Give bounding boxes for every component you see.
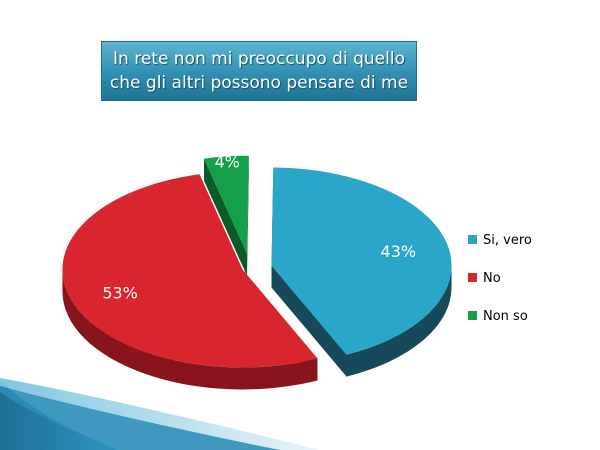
pie-slice-no [62, 174, 318, 368]
legend-item: Non so [468, 309, 528, 324]
slice-value-label: 53% [102, 284, 138, 303]
pie-slice-si-vero [271, 167, 452, 355]
pie-slice-non-so [203, 155, 249, 254]
slice-value-label: 4% [215, 152, 240, 171]
legend: Si, vero No Non so [468, 233, 532, 324]
legend-item: No [468, 271, 501, 286]
pie-slice-side [203, 155, 249, 276]
chart-title-line-1: In rete non mi preoccupo di quello [113, 49, 405, 69]
chart-title: In rete non mi preoccupo di quello che g… [101, 41, 417, 101]
legend-swatch [468, 273, 477, 282]
slice-value-label: 43% [381, 242, 417, 261]
legend-label: No [483, 271, 501, 286]
chart-title-line-2: che gli altri possono pensare di me [109, 73, 409, 93]
legend-swatch [468, 235, 477, 244]
legend-label: Si, vero [483, 233, 532, 248]
decorative-swoosh [0, 378, 320, 450]
legend-label: Non so [483, 309, 528, 324]
legend-swatch [468, 311, 477, 320]
legend-item: Si, vero [468, 233, 532, 248]
pie-group: 43% 53% 4% [62, 152, 452, 390]
